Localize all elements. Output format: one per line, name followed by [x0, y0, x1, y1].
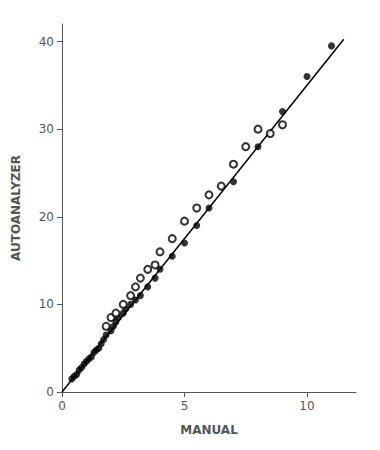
svg-text:40: 40	[39, 35, 54, 49]
svg-text:30: 30	[39, 122, 54, 136]
svg-text:5: 5	[181, 399, 189, 413]
svg-text:10: 10	[39, 297, 54, 311]
svg-text:0: 0	[46, 385, 54, 399]
svg-text:MANUAL: MANUAL	[180, 423, 238, 437]
svg-text:20: 20	[39, 210, 54, 224]
svg-text:0: 0	[58, 399, 66, 413]
svg-text:10: 10	[299, 399, 314, 413]
svg-text:AUTOANALYZER: AUTOANALYZER	[9, 155, 23, 261]
